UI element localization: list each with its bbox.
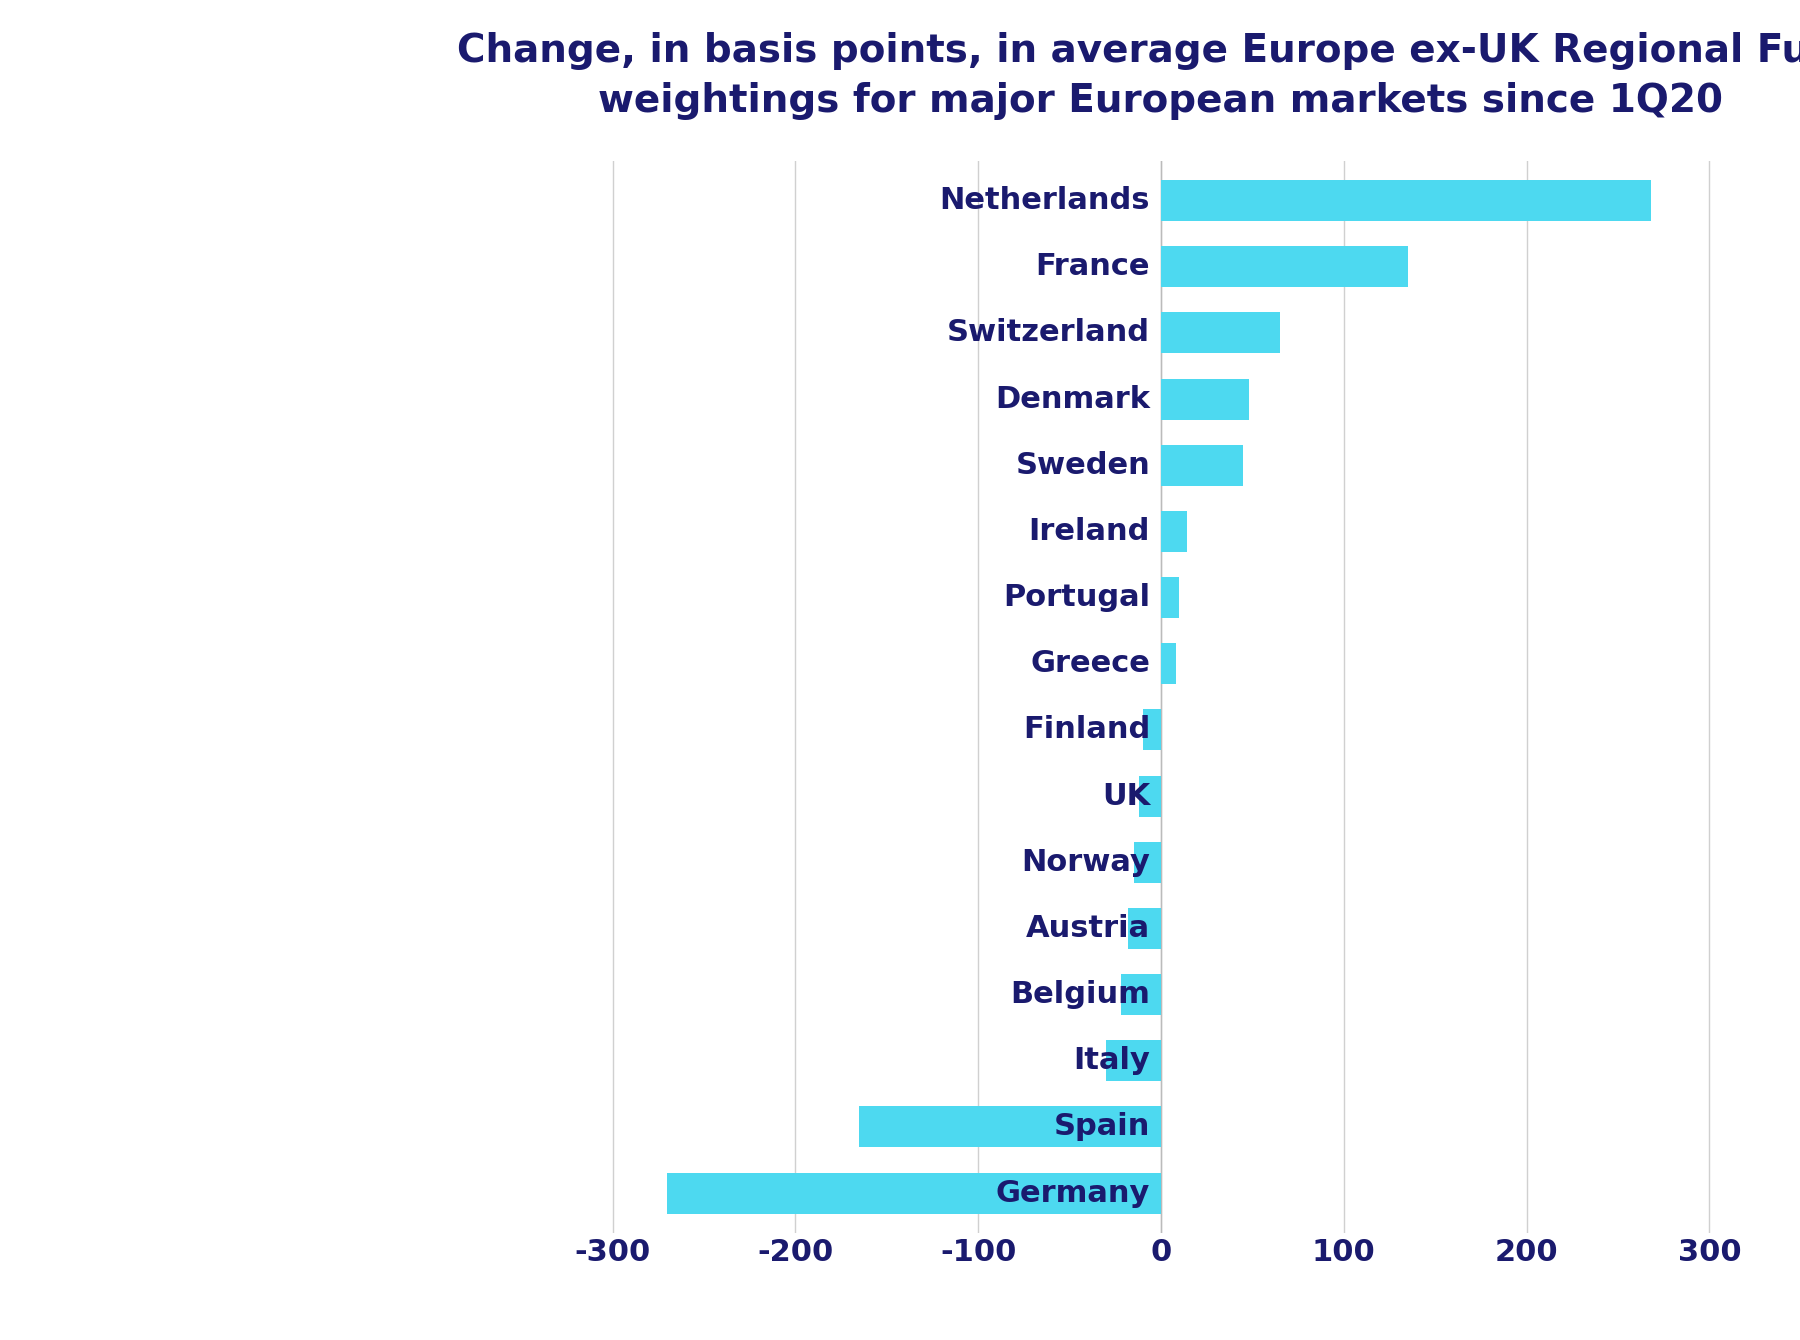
Text: Belgium: Belgium [1010,980,1150,1009]
Text: France: France [1035,252,1150,281]
Bar [1161,312,1280,354]
Bar [1161,378,1249,419]
Bar [1161,643,1175,685]
Text: Sweden: Sweden [1015,450,1150,480]
Bar [1121,974,1161,1016]
Text: Austria: Austria [1026,914,1150,943]
Bar [668,1172,1161,1214]
Text: Netherlands: Netherlands [940,186,1150,214]
Text: Switzerland: Switzerland [947,319,1150,347]
Bar [1161,445,1244,485]
Bar [1161,578,1179,618]
Text: Greece: Greece [1030,649,1150,678]
Bar [1129,909,1161,949]
Bar [1161,511,1186,552]
Bar [1143,709,1161,750]
Bar [1139,776,1161,816]
Text: Italy: Italy [1073,1047,1150,1075]
Bar [1161,180,1651,221]
Bar [1161,247,1408,287]
Text: Norway: Norway [1021,848,1150,876]
Bar [1107,1040,1161,1081]
Bar [859,1107,1161,1147]
Text: Portugal: Portugal [1003,583,1150,612]
Text: Germany: Germany [995,1179,1150,1207]
Text: Spain: Spain [1053,1112,1150,1142]
Title: Change, in basis points, in average Europe ex-UK Regional Fund
weightings for ma: Change, in basis points, in average Euro… [457,32,1800,121]
Bar [1134,842,1161,883]
Text: Finland: Finland [1022,716,1150,745]
Text: UK: UK [1102,781,1150,811]
Text: Denmark: Denmark [995,385,1150,414]
Text: Ireland: Ireland [1028,517,1150,545]
